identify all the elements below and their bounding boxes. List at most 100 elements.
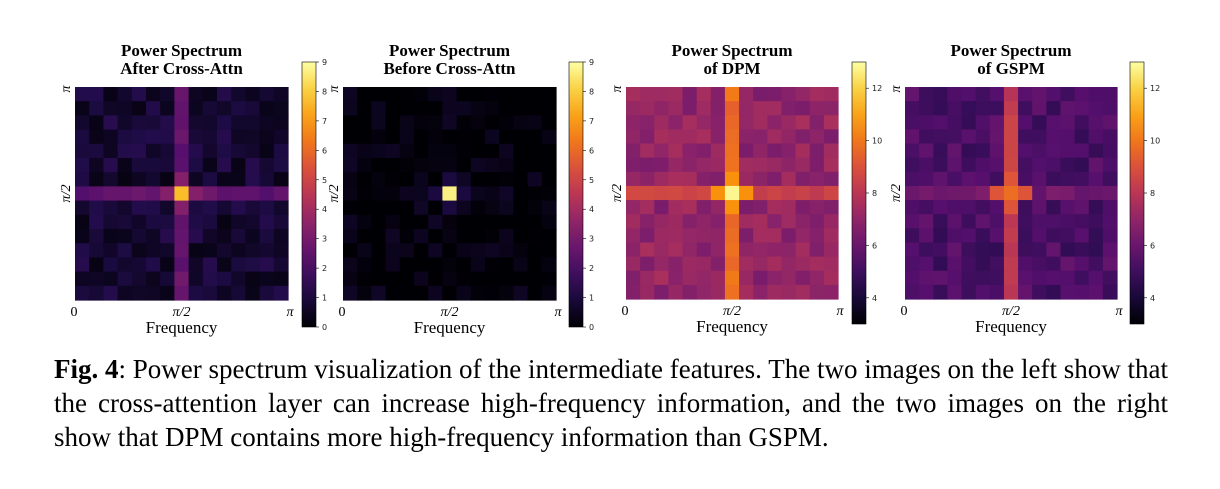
- heatmap-cell: [1088, 115, 1104, 130]
- heatmap-cell: [527, 271, 543, 287]
- heatmap-cell: [188, 229, 204, 244]
- heatmap-cell: [696, 284, 712, 300]
- heatmap-cell: [231, 158, 246, 173]
- heatmap-cell: [527, 200, 543, 216]
- heatmap-cell: [160, 271, 175, 287]
- heatmap-cell: [231, 129, 246, 145]
- heatmap-cell: [259, 229, 275, 244]
- heatmap-cell: [357, 158, 372, 173]
- heatmap-cell: [160, 143, 175, 159]
- heatmap-cell: [485, 115, 500, 131]
- heatmap-cell: [456, 172, 472, 187]
- heatmap-cell: [767, 256, 783, 272]
- heatmap-cell: [259, 172, 275, 187]
- heatmap-cell: [1046, 228, 1062, 244]
- colorbar-tick-label: 8: [322, 87, 327, 96]
- panel-title-line-2: of GSPM: [977, 59, 1045, 78]
- heatmap-cell: [541, 143, 557, 159]
- heatmap-cell: [753, 242, 768, 258]
- heatmap-cell: [654, 157, 669, 173]
- heatmap-cell: [428, 129, 443, 145]
- heatmap-cell: [485, 186, 500, 202]
- heatmap-cell: [919, 185, 934, 201]
- heatmap-cell: [399, 115, 415, 131]
- heatmap-cell: [823, 87, 839, 102]
- panel-title-line-2: of DPM: [703, 59, 760, 78]
- heatmap-cell: [724, 87, 740, 102]
- heatmap-cell: [117, 243, 133, 258]
- heatmap-cell: [961, 87, 977, 102]
- heatmap-cell: [905, 129, 920, 145]
- heatmap-cell: [217, 200, 232, 216]
- heatmap-cell: [668, 242, 684, 258]
- heatmap-cell: [174, 115, 190, 131]
- heatmap-cell: [414, 285, 429, 301]
- heatmap-cell: [905, 87, 920, 102]
- heatmap-cell: [414, 271, 429, 287]
- colorbar-tick-label: 6: [1150, 241, 1155, 250]
- heatmap-cell: [541, 115, 557, 131]
- y-tick-label: π: [59, 85, 74, 93]
- heatmap-cell: [1032, 87, 1047, 102]
- heatmap-cell: [989, 87, 1005, 102]
- heatmap-cell: [485, 285, 500, 301]
- heatmap-cell: [1046, 214, 1062, 229]
- heatmap-cell: [781, 256, 797, 272]
- heatmap-cell: [385, 285, 401, 301]
- heatmap-cell: [739, 143, 754, 159]
- heatmap-cell: [809, 242, 825, 258]
- x-tick-label: π/2: [1002, 304, 1020, 319]
- heatmap-cell: [231, 214, 246, 230]
- heatmap-cell: [795, 242, 811, 258]
- heatmap-cell: [1060, 87, 1076, 102]
- heatmap-cell: [385, 200, 401, 216]
- heatmap-cell: [231, 101, 246, 116]
- heatmap-cell: [626, 185, 641, 201]
- heatmap-cell: [795, 284, 811, 300]
- heatmap-cell: [781, 143, 797, 159]
- heatmap-cell: [131, 229, 147, 244]
- heatmap-cell: [343, 172, 358, 187]
- heatmap-cell: [781, 171, 797, 187]
- heatmap-cell: [442, 214, 458, 230]
- heatmap-cell: [259, 214, 275, 230]
- colorbar-tick-label: 3: [322, 235, 327, 244]
- heatmap-cell: [245, 200, 261, 216]
- heatmap-cell: [174, 129, 190, 145]
- heatmap-cell: [1032, 270, 1047, 286]
- heatmap-cell: [640, 157, 655, 173]
- colorbar-tick-label: 5: [589, 176, 594, 185]
- heatmap-cell: [795, 200, 811, 215]
- heatmap-cell: [188, 285, 204, 301]
- heatmap-cell: [541, 271, 557, 287]
- heatmap-cell: [975, 228, 991, 244]
- heatmap-cell: [217, 115, 232, 131]
- heatmap-cell: [1060, 143, 1076, 159]
- heatmap-cell: [357, 257, 372, 273]
- heatmap-cell: [75, 285, 90, 301]
- heatmap-cell: [442, 101, 458, 116]
- heatmap-cell: [668, 101, 684, 116]
- heatmap-cell: [767, 200, 783, 215]
- heatmap-cell: [428, 158, 443, 173]
- heatmap-cell: [1046, 101, 1062, 116]
- heatmap-cell: [527, 158, 543, 173]
- heatmap-cell: [527, 257, 543, 273]
- heatmap-cell: [682, 214, 698, 229]
- heatmap-cell: [1003, 143, 1019, 159]
- heatmap-cell: [989, 200, 1005, 215]
- heatmap-cell: [89, 87, 104, 102]
- heatmap-cell: [947, 214, 963, 229]
- heatmap-cell: [357, 186, 372, 202]
- heatmap-cell: [1074, 87, 1090, 102]
- heatmap-cell: [414, 243, 429, 258]
- heatmap-cell: [499, 129, 514, 145]
- heatmap-cell: [188, 257, 204, 273]
- heatmap-cell: [1046, 171, 1062, 187]
- heatmap-cell: [428, 101, 443, 116]
- heatmap-cell: [947, 185, 963, 201]
- heatmap-cell: [414, 186, 429, 202]
- heatmap-cell: [399, 200, 415, 216]
- heatmap-cell: [767, 171, 783, 187]
- heatmap-cell: [357, 143, 372, 159]
